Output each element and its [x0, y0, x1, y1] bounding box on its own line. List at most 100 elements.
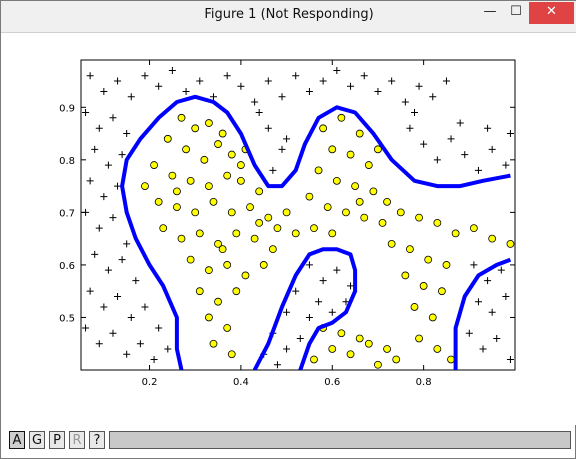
negative-point [305, 88, 313, 96]
positive-point [374, 360, 382, 369]
negative-point [86, 72, 94, 80]
positive-point [415, 334, 423, 343]
annotate-button[interactable]: A [9, 431, 25, 449]
negative-point [118, 256, 126, 264]
positive-point [268, 245, 277, 254]
axes-frame [80, 59, 516, 371]
toolbar-status-area [109, 431, 571, 449]
negative-point [410, 109, 418, 117]
positive-point [378, 218, 387, 227]
negative-point [127, 93, 135, 101]
negative-point [401, 98, 409, 106]
negative-point [388, 77, 396, 85]
negative-point [127, 313, 135, 321]
negative-point [86, 287, 94, 295]
negative-point [95, 124, 103, 132]
positive-point [415, 213, 423, 222]
negative-point [474, 166, 482, 174]
negative-point [82, 324, 90, 332]
positive-point [433, 218, 442, 227]
negative-point [278, 145, 286, 153]
x-tick-label: 0.4 [233, 377, 249, 388]
negative-point [415, 82, 423, 90]
positive-point [355, 334, 364, 343]
negative-point [109, 329, 117, 337]
negative-point [347, 82, 355, 90]
positive-point [200, 155, 209, 164]
negative-point [255, 109, 263, 117]
positive-point [451, 229, 460, 238]
positive-point [305, 192, 314, 201]
help-button[interactable]: ? [89, 431, 105, 449]
negative-point [141, 303, 149, 311]
positive-point [264, 213, 273, 222]
positive-point [364, 161, 373, 169]
positive-point [273, 224, 282, 233]
positive-point [241, 271, 250, 280]
positive-point [205, 182, 213, 191]
negative-point [109, 114, 117, 122]
positive-point [360, 213, 369, 222]
negative-point [283, 345, 291, 353]
negative-point [315, 298, 323, 306]
positive-point [191, 124, 200, 133]
negative-point [292, 287, 300, 295]
scatter-chart: 0.2 0.4 0.6 0.8 0.5 0.6 0.7 0.8 0.9 [59, 59, 516, 388]
positive-point [236, 176, 245, 185]
negative-point [123, 240, 131, 248]
negative-point [305, 313, 313, 321]
positive-point [328, 229, 337, 238]
negative-point [447, 135, 455, 143]
positive-point [328, 145, 337, 154]
negative-point [209, 93, 217, 101]
positive-point [209, 197, 218, 206]
negative-point [456, 119, 464, 127]
negative-point [406, 124, 414, 132]
maximize-button[interactable]: ☐ [510, 4, 522, 19]
positive-point [332, 176, 341, 185]
negative-point [283, 308, 291, 316]
print-button[interactable]: P [49, 431, 65, 449]
negative-point [342, 298, 350, 306]
positive-point [195, 287, 204, 296]
negative-point [114, 292, 122, 300]
negative-point [474, 298, 482, 306]
negative-point [273, 361, 281, 369]
negative-point [168, 67, 176, 75]
positive-point [355, 197, 364, 206]
minimize-button[interactable]: — [483, 4, 497, 19]
grid-button[interactable]: G [29, 431, 45, 449]
negative-point [292, 72, 300, 80]
positive-point [346, 350, 355, 359]
positive-point [246, 203, 254, 212]
title-bar[interactable]: Figure 1 (Not Responding) — ☐ ✕ [1, 1, 576, 33]
negative-point [484, 124, 492, 132]
negative-point [100, 193, 108, 201]
negative-point [118, 151, 126, 159]
negative-point [104, 266, 112, 274]
negative-point [333, 266, 341, 274]
positive-point [342, 208, 350, 217]
positive-point [369, 187, 378, 196]
positive-point [227, 208, 236, 217]
negative-point [164, 345, 172, 353]
positive-point [218, 129, 227, 138]
positive-point [387, 239, 396, 248]
positive-point [154, 197, 163, 206]
y-tick-label: 0.9 [59, 103, 75, 114]
positive-point [419, 282, 428, 290]
positive-point [328, 345, 337, 353]
negative-point [264, 77, 272, 85]
positive-point [401, 271, 410, 280]
negative-point [114, 77, 122, 85]
rotate-button[interactable]: R [69, 431, 85, 449]
positive-point [255, 218, 264, 227]
positive-point [424, 255, 433, 264]
negative-point [86, 177, 94, 185]
positive-point [433, 345, 442, 353]
negative-point [95, 224, 103, 232]
negative-point [502, 161, 510, 169]
close-button[interactable]: ✕ [529, 2, 574, 24]
positive-point [195, 229, 204, 238]
